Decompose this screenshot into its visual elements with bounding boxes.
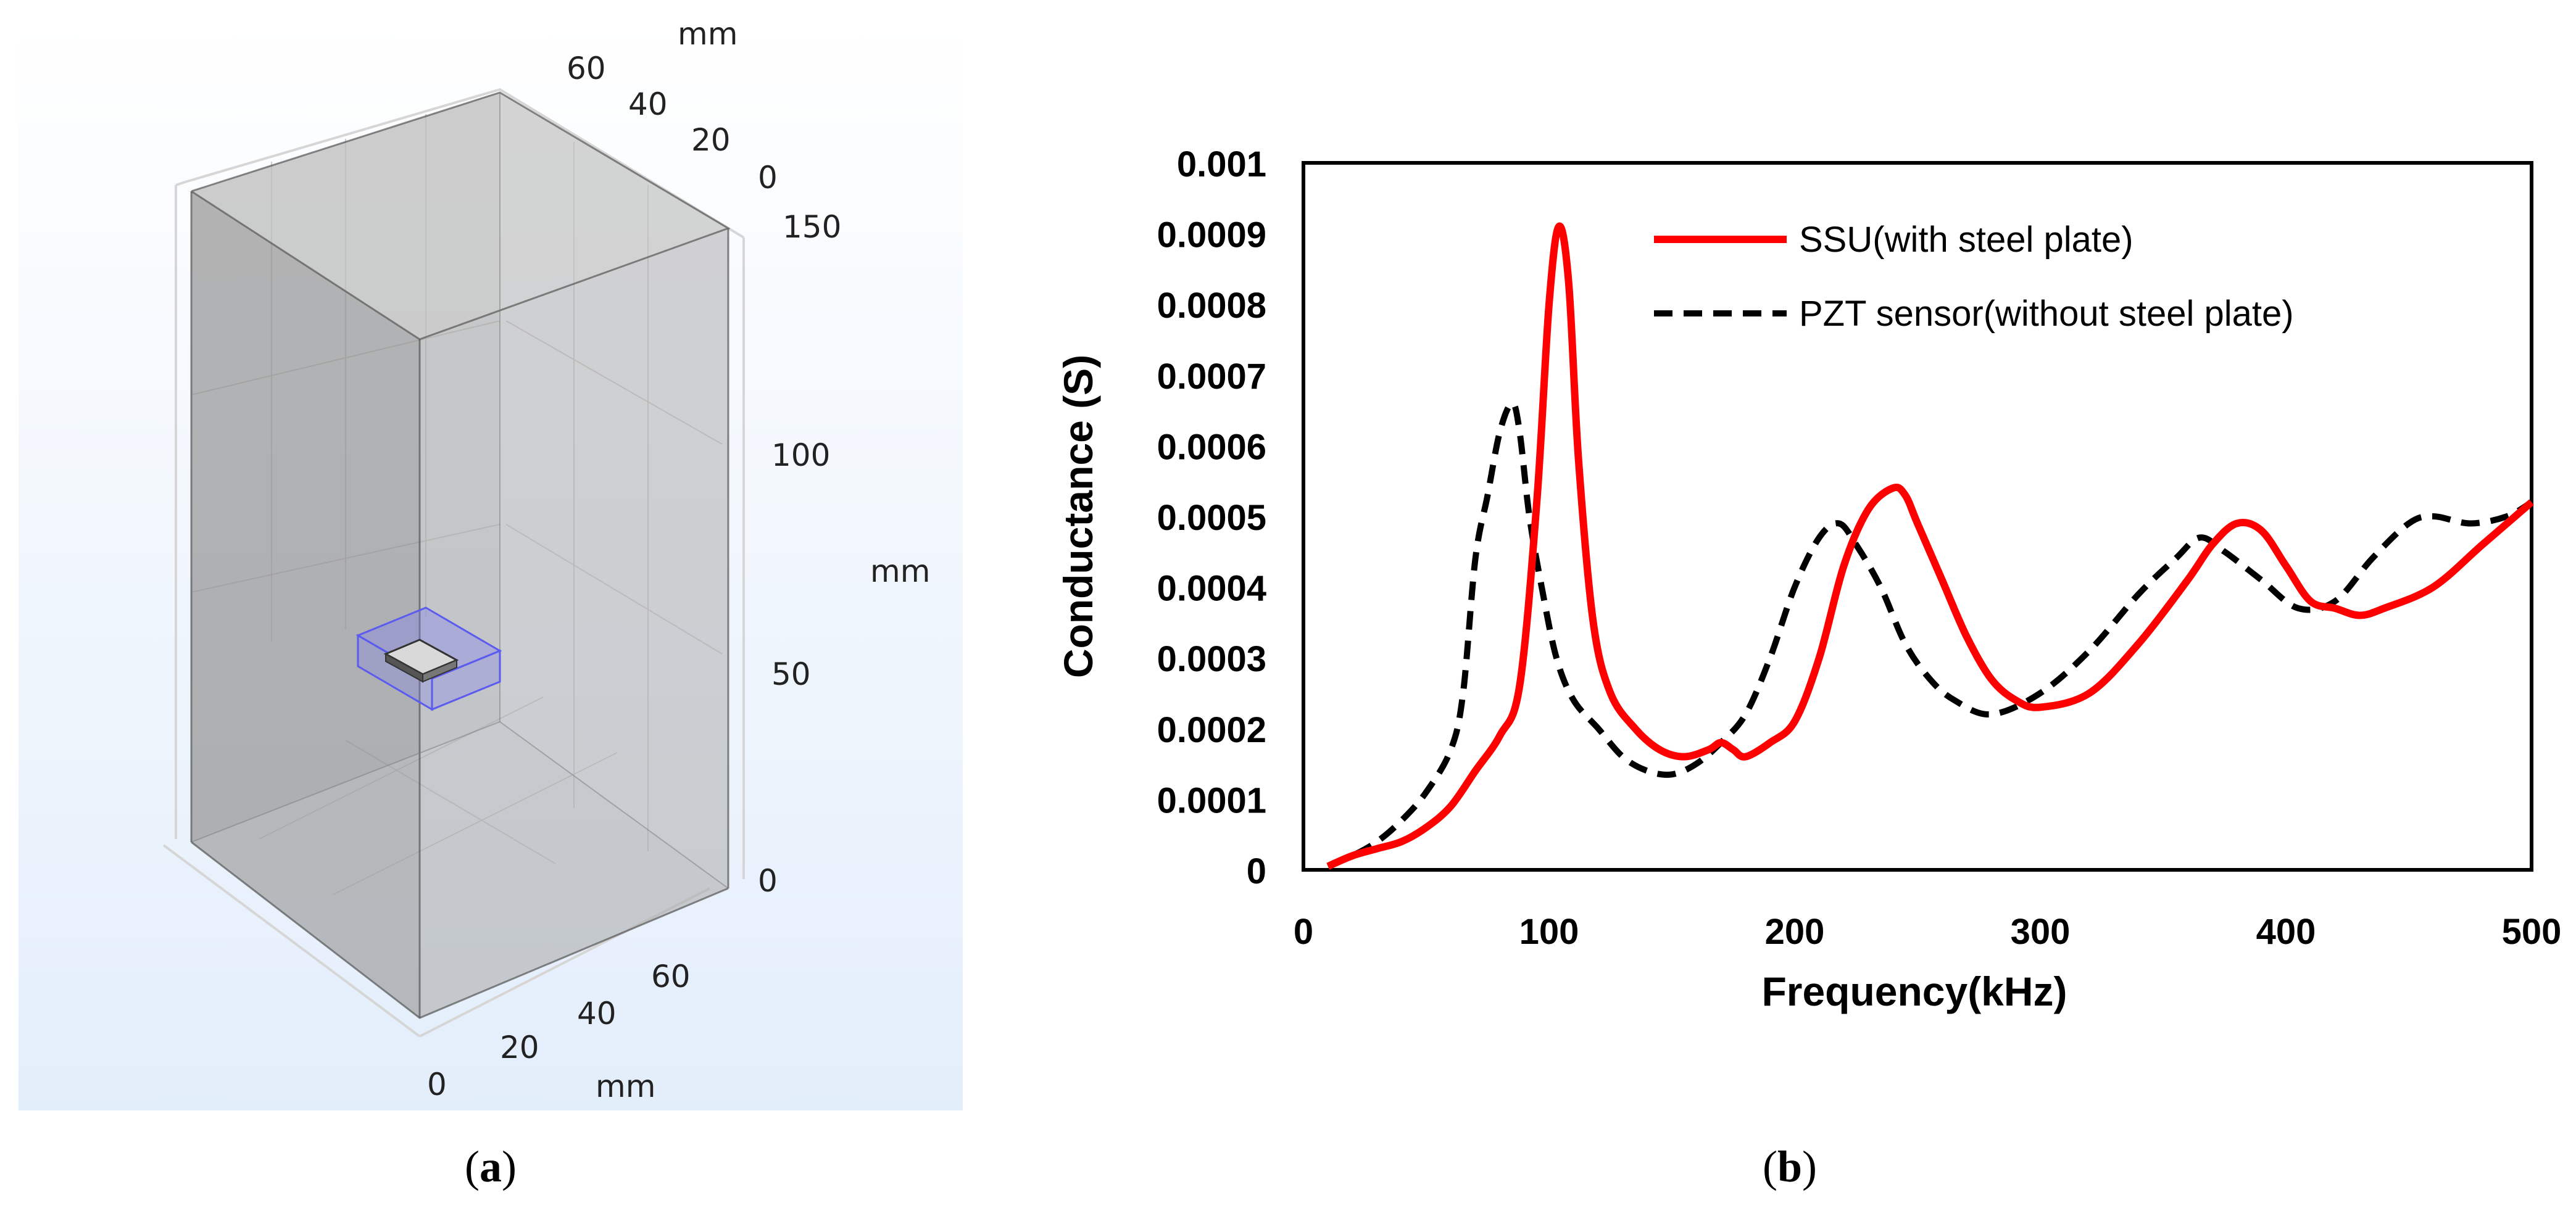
box-right-back-face [500,93,728,888]
y-tick-label: 0.0007 [1157,357,1266,397]
top-tick-0: 0 [758,160,778,196]
panel-a-geometry-view: mm 60 40 20 0 150 100 mm 50 0 0 20 40 60… [19,16,963,1191]
vertical-tick-100: 100 [771,437,830,473]
y-tick-label: 0.0005 [1157,498,1266,538]
bottom-tick-40: 40 [577,996,617,1031]
box-front-face [420,228,728,1018]
x-tick-labels: 0 100 200 300 400 500 [1294,912,2562,952]
legend: SSU(with steel plate) PZT sensor(without… [1654,220,2294,334]
x-tick-label: 400 [2256,912,2316,952]
y-tick-label: 0.0004 [1157,569,1266,609]
y-tick-label: 0.0008 [1157,286,1266,326]
panel-b-conductance-chart: 0 0.0001 0.0002 0.0003 0.0004 0.0005 0.0006 0.0… [1055,144,2561,1191]
series-line-pzt [1326,400,2533,869]
y-tick-label: 0.0002 [1157,710,1266,750]
x-axis-label: Frequency(kHz) [1761,969,2067,1014]
caption-b: (b) [1763,1142,1817,1191]
y-tick-label: 0 [1247,851,1266,891]
caption-a: (a) [465,1142,517,1191]
y-axis-label: Conductance (S) [1055,355,1101,678]
top-tick-40: 40 [628,86,668,122]
top-tick-60: 60 [567,51,606,86]
x-tick-label: 100 [1519,912,1579,952]
x-tick-label: 300 [2011,912,2071,952]
legend-label-ssu: SSU(with steel plate) [1799,220,2134,260]
unit-label-right: mm [870,553,930,589]
y-tick-labels: 0 0.0001 0.0002 0.0003 0.0004 0.0005 0.0006 0.0… [1157,144,1266,891]
y-tick-label: 0.001 [1177,144,1266,184]
unit-label-bottom: mm [596,1068,655,1104]
bottom-tick-20: 20 [500,1030,539,1065]
x-tick-label: 0 [1294,912,1313,952]
geometry-axis-labels: mm 60 40 20 0 150 100 mm 50 0 0 20 40 60… [427,16,930,1104]
vertical-tick-0: 0 [758,863,778,899]
top-tick-20: 20 [691,122,731,158]
vertical-tick-150: 150 [783,209,841,245]
unit-label-top: mm [678,16,737,52]
box-hidden-edges [191,93,729,889]
x-tick-label: 500 [2502,912,2562,952]
axis-frame [162,88,745,1038]
ssu-sensor [355,606,502,711]
box-left-face [191,191,420,1018]
series-line-ssu [1326,222,2534,870]
bottom-tick-0: 0 [427,1067,447,1102]
y-tick-label: 0.0006 [1157,427,1266,467]
y-tick-label: 0.0009 [1157,215,1266,255]
legend-label-pzt: PZT sensor(without steel plate) [1799,294,2294,334]
y-tick-label: 0.0003 [1157,639,1266,679]
x-tick-label: 200 [1765,912,1825,952]
bottom-tick-60: 60 [651,959,691,994]
series-layer [1326,222,2534,870]
y-tick-label: 0.0001 [1157,780,1266,820]
vertical-tick-50: 50 [771,656,811,692]
